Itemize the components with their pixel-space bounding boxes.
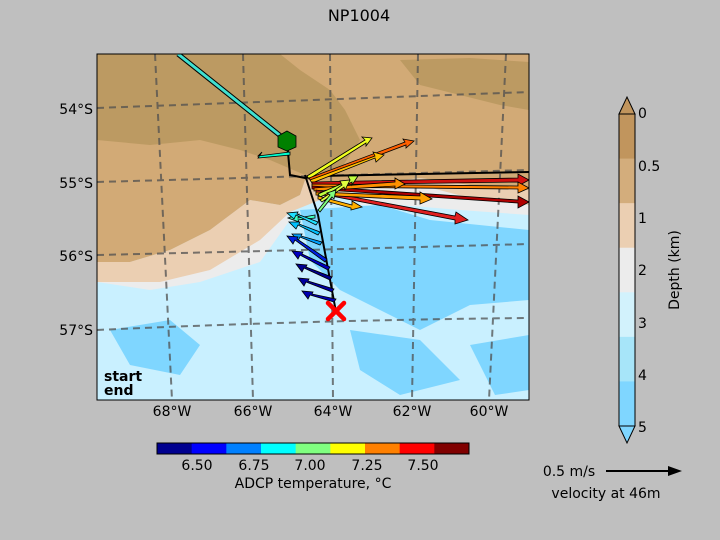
end-marker — [325, 300, 347, 322]
legend-start-label: start — [104, 369, 142, 385]
lon-tick-label: 66°W — [234, 404, 273, 420]
map-panel: start end 54°S 55°S 56°S 57°S 68°W 66°W … — [59, 53, 530, 420]
depth-colorbar-label: Depth (km) — [667, 230, 683, 310]
shelf-light — [97, 178, 529, 282]
legend-end-label: end — [104, 383, 133, 399]
shelf-inlet — [330, 58, 400, 100]
depth-colorbar-cell — [619, 247, 635, 293]
depth-colorbar-cell — [619, 114, 635, 160]
depth-colorbar-cell — [619, 203, 635, 249]
start-marker — [277, 130, 297, 152]
depth-tick-label: 2 — [638, 263, 647, 279]
lon-tick-label: 62°W — [393, 404, 432, 420]
latitude-ticks: 54°S 55°S 56°S 57°S — [59, 102, 93, 339]
temperature-colorbar-cell — [330, 443, 366, 454]
lat-tick-label: 57°S — [59, 323, 93, 339]
velocity-scale-speed: 0.5 m/s — [543, 464, 595, 480]
depth-tick-label: 1 — [638, 211, 647, 227]
lon-tick-label: 60°W — [470, 404, 509, 420]
temperature-tick-label: 7.50 — [407, 458, 438, 474]
lat-tick-label: 56°S — [59, 249, 93, 265]
longitude-ticks: 68°W 66°W 64°W 62°W 60°W — [153, 404, 509, 420]
depth-colorbar-frame — [618, 113, 636, 427]
depth-colorbar-cell — [619, 292, 635, 338]
velocity-scale-arrow — [606, 466, 682, 476]
land — [97, 54, 529, 175]
temperature-ticks: 6.50 6.75 7.00 7.25 7.50 — [181, 458, 438, 474]
deep-ocean-patches — [110, 205, 529, 395]
depth-tick-label: 0 — [638, 106, 647, 122]
temperature-tick-label: 7.00 — [294, 458, 325, 474]
depth-colorbar-cell — [619, 381, 635, 427]
depth-colorbar-cells — [619, 114, 635, 427]
temperature-colorbar-cells — [157, 443, 470, 454]
velocity-scale: 0.5 m/s velocity at 46m — [543, 464, 682, 502]
temperature-colorbar-cell — [261, 443, 297, 454]
temperature-tick-label: 6.75 — [238, 458, 269, 474]
lon-tick-label: 68°W — [153, 404, 192, 420]
temperature-colorbar-cell — [434, 443, 470, 454]
depth-colorbar: 0 0.5 1 2 3 4 5 Depth (km) — [618, 95, 683, 445]
depth-tick-label: 4 — [638, 368, 647, 384]
figure-title: NP1004 — [328, 6, 390, 25]
depth-ticks: 0 0.5 1 2 3 4 5 — [638, 106, 660, 436]
temperature-colorbar-cell — [157, 443, 193, 454]
lat-tick-label: 54°S — [59, 102, 93, 118]
temperature-colorbar: 6.50 6.75 7.00 7.25 7.50 ADCP temperatur… — [156, 442, 470, 492]
map-frame — [96, 53, 530, 401]
temperature-tick-label: 7.25 — [351, 458, 382, 474]
temperature-tick-label: 6.50 — [181, 458, 212, 474]
depth-tick-label: 0.5 — [638, 159, 660, 175]
temperature-colorbar-cell — [365, 443, 401, 454]
depth-tick-label: 3 — [638, 316, 647, 332]
depth-colorbar-cell — [619, 336, 635, 382]
velocity-arrows — [256, 136, 529, 303]
temperature-colorbar-label: ADCP temperature, °C — [235, 476, 392, 492]
lon-tick-label: 64°W — [314, 404, 353, 420]
bathymetry: start end — [97, 54, 529, 400]
lat-tick-label: 55°S — [59, 176, 93, 192]
velocity-scale-caption: velocity at 46m — [551, 486, 660, 502]
temperature-colorbar-cell — [295, 443, 331, 454]
depth-colorbar-cell — [619, 158, 635, 204]
temperature-colorbar-cell — [191, 443, 227, 454]
temperature-colorbar-frame — [156, 442, 470, 455]
depth-tick-label: 5 — [638, 420, 647, 436]
temperature-colorbar-cell — [399, 443, 435, 454]
temperature-colorbar-cell — [226, 443, 262, 454]
